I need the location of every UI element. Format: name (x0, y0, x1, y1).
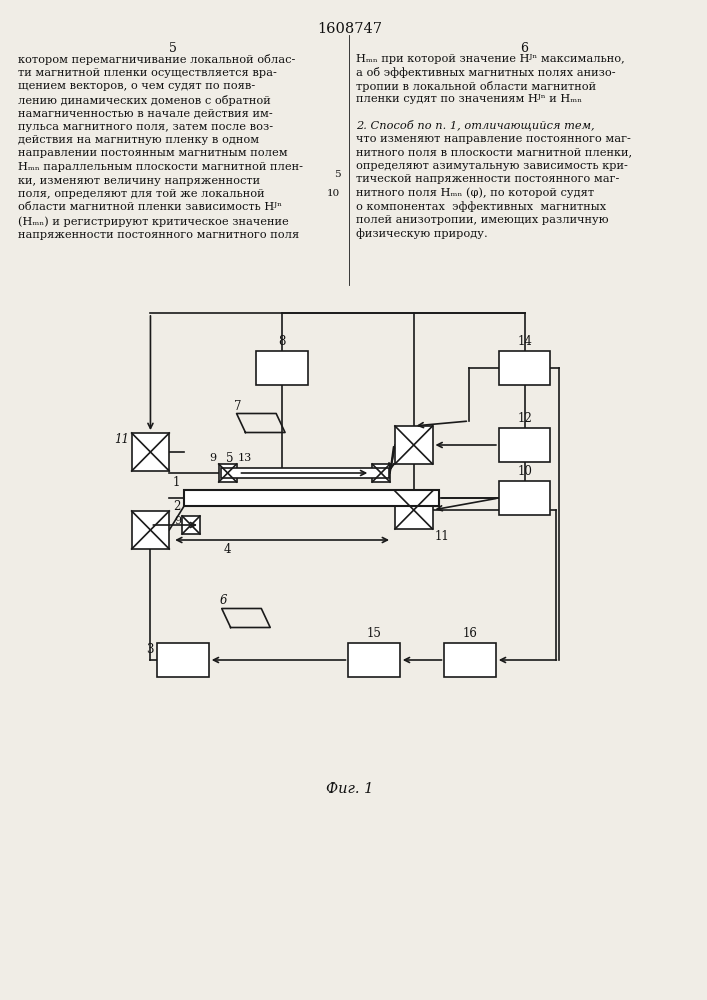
Text: 5: 5 (226, 452, 233, 465)
Text: намагниченностью в начале действия им-: намагниченностью в начале действия им- (18, 108, 273, 118)
Text: определяют азимутальную зависимость кри-: определяют азимутальную зависимость кри- (356, 161, 629, 171)
Bar (182, 516, 200, 534)
Text: 10: 10 (517, 465, 532, 478)
Text: 15: 15 (367, 627, 382, 640)
Text: котором перемагничивание локальной облас-: котором перемагничивание локальной облас… (18, 54, 296, 65)
Text: ки, изменяют величину напряженности: ки, изменяют величину напряженности (18, 176, 260, 186)
Text: 2: 2 (173, 500, 180, 513)
Text: 16: 16 (462, 627, 478, 640)
Text: напряженности постоянного магнитного поля: напряженности постоянного магнитного пол… (18, 230, 299, 239)
Text: 6: 6 (219, 594, 227, 607)
Text: направлении постоянным магнитным полем: направлении постоянным магнитным полем (18, 148, 288, 158)
Text: 7: 7 (234, 399, 242, 412)
Text: тической напряженности постоянного маг-: тической напряженности постоянного маг- (356, 174, 620, 184)
Text: 5: 5 (169, 42, 177, 55)
Text: пульса магнитного поля, затем после воз-: пульса магнитного поля, затем после воз- (18, 121, 273, 131)
Bar (349, 643, 400, 677)
Text: 11: 11 (435, 530, 449, 543)
Text: 8: 8 (279, 335, 286, 348)
Bar (184, 490, 440, 506)
Text: 6: 6 (520, 42, 529, 55)
Text: а об эффективных магнитных полях анизо-: а об эффективных магнитных полях анизо- (356, 68, 616, 79)
Text: нитного поля Hₘₙ (φ), по которой судят: нитного поля Hₘₙ (φ), по которой судят (356, 188, 595, 198)
Text: пленки судят по значениям Hᴶⁿ и Hₘₙ: пленки судят по значениям Hᴶⁿ и Hₘₙ (356, 95, 583, 104)
Text: что изменяют направление постоянного маг-: что изменяют направление постоянного маг… (356, 134, 631, 144)
Text: 4: 4 (224, 543, 231, 556)
Bar (499, 481, 550, 515)
Text: 11: 11 (114, 433, 129, 446)
Text: 9: 9 (174, 516, 181, 526)
Bar (395, 426, 433, 464)
Text: 10: 10 (327, 189, 341, 198)
Text: 14: 14 (517, 335, 532, 348)
Bar (132, 433, 169, 471)
Text: области магнитной пленки зависимость Hᴶⁿ: области магнитной пленки зависимость Hᴶⁿ (18, 202, 282, 213)
Bar (218, 464, 237, 482)
Bar (158, 643, 209, 677)
Text: Hₘₙ при которой значение Hᴶⁿ максимально,: Hₘₙ при которой значение Hᴶⁿ максимально… (356, 54, 625, 64)
Bar (372, 464, 390, 482)
Text: 2. Способ по п. 1, отличающийся тем,: 2. Способ по п. 1, отличающийся тем, (356, 120, 595, 131)
Bar (257, 351, 308, 385)
Text: 1: 1 (173, 476, 180, 489)
Text: нитного поля в плоскости магнитной пленки,: нитного поля в плоскости магнитной пленк… (356, 147, 633, 157)
Text: тропии в локальной области магнитной: тропии в локальной области магнитной (356, 81, 597, 92)
Bar (395, 491, 433, 529)
Text: 12: 12 (518, 412, 532, 425)
Text: 3: 3 (146, 643, 153, 656)
Bar (445, 643, 496, 677)
Text: действия на магнитную пленку в одном: действия на магнитную пленку в одном (18, 135, 259, 145)
Text: 9: 9 (210, 453, 217, 463)
Text: ти магнитной пленки осуществляется вра-: ти магнитной пленки осуществляется вра- (18, 68, 276, 78)
Bar (499, 428, 550, 462)
Text: 13: 13 (238, 453, 252, 463)
Text: Hₘₙ параллельным плоскости магнитной плен-: Hₘₙ параллельным плоскости магнитной пле… (18, 162, 303, 172)
Text: 1608747: 1608747 (317, 22, 382, 36)
Bar (132, 511, 169, 549)
Text: 5: 5 (334, 170, 341, 179)
Text: полей анизотропии, имеющих различную: полей анизотропии, имеющих различную (356, 215, 609, 225)
Text: (Hₘₙ) и регистрируют критическое значение: (Hₘₙ) и регистрируют критическое значени… (18, 216, 288, 227)
Text: о компонентах  эффективных  магнитных: о компонентах эффективных магнитных (356, 201, 607, 212)
Text: физическую природу.: физическую природу. (356, 228, 488, 239)
Text: Фиг. 1: Фиг. 1 (326, 782, 373, 796)
Text: щением векторов, о чем судят по появ-: щением векторов, о чем судят по появ- (18, 81, 255, 91)
Bar (221, 468, 389, 478)
Bar (499, 351, 550, 385)
Text: лению динамических доменов с обратной: лению динамических доменов с обратной (18, 95, 271, 105)
Text: поля, определяют для той же локальной: поля, определяют для той же локальной (18, 189, 264, 199)
